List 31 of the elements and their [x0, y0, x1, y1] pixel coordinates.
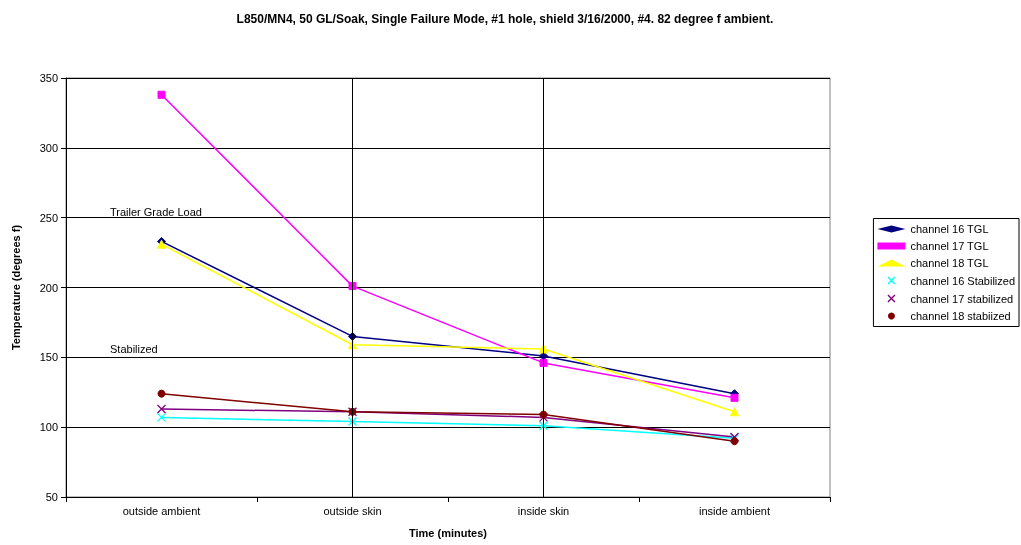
y-tick-label: 200 [39, 281, 58, 294]
annotation: Stabilized [110, 342, 158, 355]
point [157, 389, 166, 398]
x-tick-label: outside ambient [122, 504, 201, 517]
point [156, 404, 167, 414]
y-tick-label: 350 [39, 72, 58, 84]
x-tick-label: inside ambient [699, 504, 770, 517]
x-tick-label: outside skin [323, 504, 382, 517]
legend-label: channel 17 TGL [910, 240, 989, 252]
y-tick-label: 100 [39, 421, 58, 434]
y-tick-label: 50 [45, 491, 58, 503]
x-tick-label: inside skin [517, 504, 570, 517]
y-tick-label: 300 [39, 141, 58, 154]
y-axis-title: Temperature (degrees f) [9, 224, 22, 351]
legend-label: channel 18 TGL [910, 257, 989, 269]
x-axis-title: Time (minutes) [408, 526, 488, 539]
point [730, 437, 739, 446]
legend-label: channel 16 Stabilized [910, 274, 1015, 287]
legend-label: channel 17 stabilized [910, 292, 1014, 305]
point [730, 407, 739, 417]
point [730, 393, 739, 402]
point [347, 416, 358, 427]
point [538, 421, 549, 431]
y-tick-label: 150 [39, 351, 58, 364]
point [156, 412, 167, 423]
legend-label: channel 16 TGL [910, 223, 989, 235]
y-tick-label: 250 [39, 211, 58, 224]
point [157, 90, 166, 99]
chart-title: L850/MN4, 50 GL/Soak, Single Failure Mode, #1 hole, shield 3/16/2000, #4. 82 degree f ambient. [236, 12, 774, 26]
legend-label: channel 18 stabiized [910, 310, 1011, 322]
annotation: Trailer Grade Load [110, 205, 202, 218]
